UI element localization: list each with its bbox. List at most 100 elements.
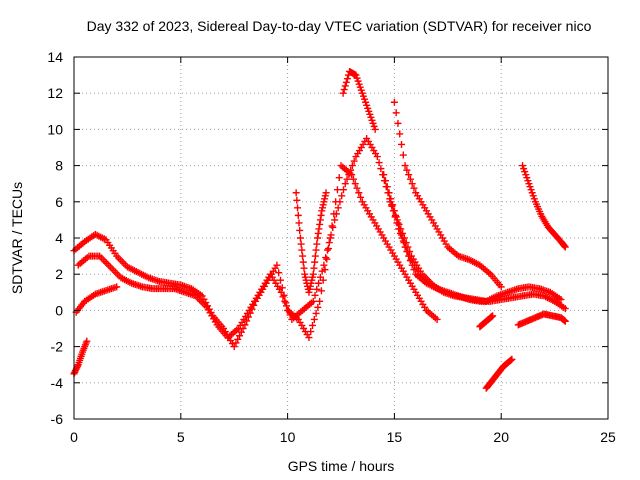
- data-point: [275, 269, 283, 277]
- data-point: [397, 225, 405, 233]
- data-point: [234, 335, 242, 343]
- data-point: [561, 305, 569, 313]
- y-tick-label: -4: [51, 375, 64, 391]
- data-point: [343, 175, 351, 183]
- data-point: [497, 283, 505, 291]
- data-point: [396, 130, 404, 138]
- y-axis-title: SDTVAR / TECUs: [9, 182, 25, 294]
- x-tick-label: 15: [387, 429, 403, 445]
- grid-lines: [74, 57, 608, 419]
- data-point: [410, 184, 418, 192]
- data-point: [295, 219, 303, 227]
- data-point: [380, 171, 388, 179]
- data-point: [400, 234, 408, 242]
- y-tick-label: 4: [55, 230, 63, 246]
- data-point: [340, 86, 348, 94]
- data-point: [489, 312, 497, 320]
- data-point: [402, 239, 410, 247]
- data-point: [300, 264, 308, 272]
- data-point: [351, 180, 359, 188]
- data-point: [313, 285, 321, 293]
- data-point: [377, 165, 385, 173]
- data-series: [70, 67, 569, 392]
- data-point: [342, 78, 350, 86]
- data-point: [273, 261, 281, 269]
- data-point: [348, 162, 356, 170]
- series-track-3: [72, 283, 121, 316]
- data-point: [394, 119, 402, 127]
- series-track-5: [339, 67, 379, 133]
- data-point: [309, 321, 317, 329]
- data-point: [279, 293, 287, 301]
- data-point: [383, 183, 391, 191]
- data-point: [395, 220, 403, 228]
- data-point: [388, 202, 396, 210]
- data-point: [317, 211, 325, 219]
- data-point: [334, 204, 342, 212]
- data-point: [335, 174, 343, 182]
- data-point: [298, 246, 306, 254]
- series-track-10: [519, 162, 569, 251]
- data-point: [557, 296, 565, 304]
- data-point: [391, 211, 399, 219]
- data-point: [408, 180, 416, 188]
- data-point: [405, 171, 413, 179]
- data-point: [508, 355, 516, 363]
- data-point: [390, 207, 398, 215]
- data-point: [293, 196, 301, 204]
- data-point: [392, 109, 400, 117]
- series-track-11: [482, 355, 516, 392]
- data-point: [316, 220, 324, 228]
- data-point: [316, 297, 324, 305]
- data-point: [313, 240, 321, 248]
- x-axis-title: GPS time / hours: [288, 458, 395, 474]
- data-point: [294, 204, 302, 212]
- data-point: [327, 231, 335, 239]
- data-point: [331, 216, 339, 224]
- data-point: [294, 211, 302, 219]
- y-tick-label: 8: [55, 158, 63, 174]
- x-tick-label: 5: [177, 429, 185, 445]
- data-point: [310, 315, 318, 323]
- data-point: [341, 82, 349, 90]
- data-point: [315, 225, 323, 233]
- data-point: [323, 246, 331, 254]
- data-point: [314, 303, 322, 311]
- series-track-12: [514, 310, 569, 329]
- data-point: [338, 192, 346, 200]
- data-point: [309, 270, 317, 278]
- data-point: [230, 343, 238, 351]
- axis-ticks: [73, 56, 609, 420]
- data-point: [339, 89, 347, 97]
- data-point: [325, 239, 333, 247]
- series-track-2: [74, 134, 424, 342]
- data-point: [328, 222, 336, 230]
- data-point: [316, 216, 324, 224]
- data-point: [341, 180, 349, 188]
- data-point: [236, 332, 244, 340]
- y-tick-label: 2: [55, 266, 63, 282]
- data-point: [373, 153, 381, 161]
- data-point: [329, 223, 337, 231]
- y-tick-label: 0: [55, 302, 63, 318]
- data-point: [311, 291, 319, 299]
- data-point: [276, 276, 284, 284]
- y-tick-label: 6: [55, 194, 63, 210]
- y-tick-label: -2: [51, 339, 64, 355]
- data-point: [375, 159, 383, 167]
- data-point: [281, 297, 289, 305]
- y-tick-label: 14: [47, 49, 63, 65]
- data-point: [404, 243, 412, 251]
- data-point: [314, 229, 322, 237]
- x-tick-label: 20: [493, 429, 509, 445]
- data-point: [310, 264, 318, 272]
- data-point: [317, 287, 325, 295]
- y-tick-label: 12: [47, 85, 63, 101]
- data-point: [113, 283, 121, 291]
- data-point: [237, 328, 245, 336]
- data-point: [350, 157, 358, 165]
- data-point: [561, 317, 569, 325]
- data-point: [325, 245, 333, 253]
- x-tick-label: 10: [280, 429, 296, 445]
